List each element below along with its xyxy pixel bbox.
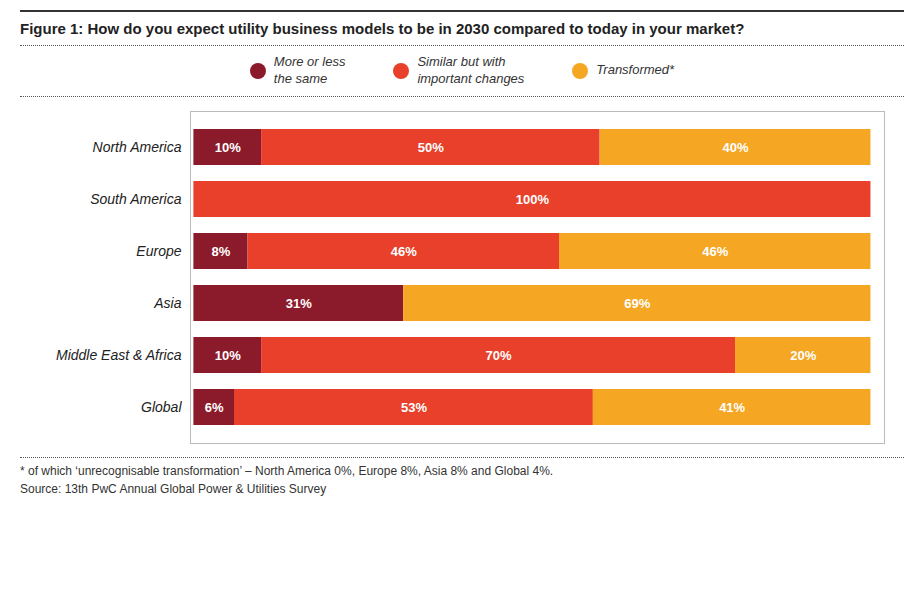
html-text:Figure 1: How do you expect ut: Figure 1: How do you expect utility busi…	[20, 20, 745, 37]
svg-text:South America: South America	[90, 191, 182, 207]
svg-text:Europe: Europe	[136, 243, 181, 259]
svg-text:20%: 20%	[790, 347, 816, 362]
html-text:Transformed*: Transformed*	[596, 62, 675, 78]
html-text:More or less the same: More or less the same	[273, 54, 346, 86]
svg-text:31%: 31%	[286, 295, 312, 310]
svg-text:70%: 70%	[486, 347, 512, 362]
html-text:Source: 13th PwC Annual Global: Source: 13th PwC Annual Global Power & U…	[20, 481, 327, 496]
html-text:* of which ‘unrecognisable tra: * of which ‘unrecognisable transformatio…	[20, 463, 554, 478]
svg-text:Middle East & Africa: Middle East & Africa	[56, 347, 182, 363]
svg-text:46%: 46%	[702, 243, 728, 258]
svg-text:6%: 6%	[205, 399, 224, 414]
svg-text:Asia: Asia	[153, 295, 181, 311]
svg-text:100%: 100%	[516, 191, 550, 206]
svg-text:Global: Global	[141, 399, 182, 415]
svg-text:10%: 10%	[215, 347, 241, 362]
svg-text:8%: 8%	[212, 243, 231, 258]
svg-text:41%: 41%	[719, 399, 745, 414]
svg-text:50%: 50%	[418, 139, 444, 154]
svg-text:53%: 53%	[401, 399, 427, 414]
svg-text:69%: 69%	[624, 295, 650, 310]
svg-text:10%: 10%	[215, 139, 241, 154]
svg-text:North America: North America	[93, 139, 182, 155]
html-text:Similar but with important cha: Similar but with important changes	[417, 54, 525, 86]
svg-text:46%: 46%	[391, 243, 417, 258]
svg-text:40%: 40%	[723, 139, 749, 154]
